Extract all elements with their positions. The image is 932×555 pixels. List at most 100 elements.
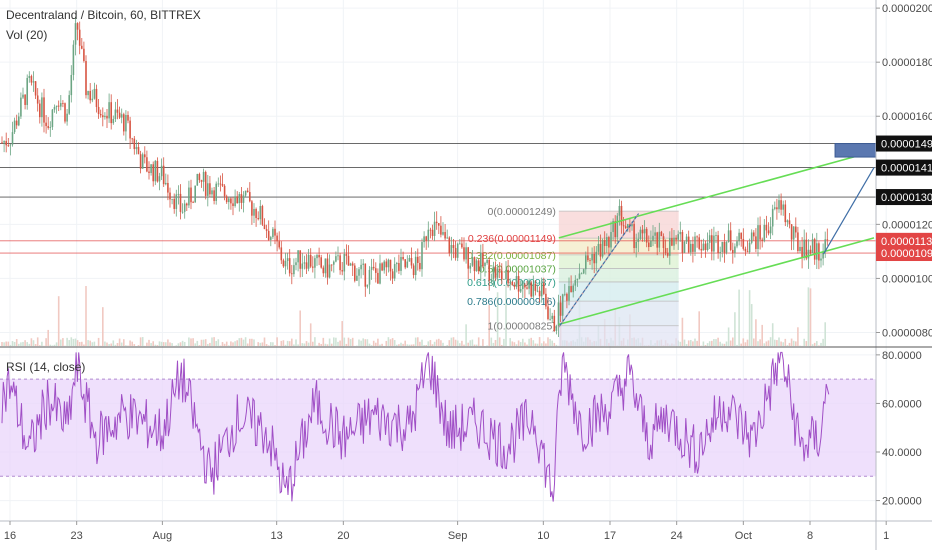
volume-bar: [703, 342, 705, 346]
volume-bar: [709, 341, 711, 346]
candle-body: [505, 270, 507, 279]
volume-bar: [352, 338, 354, 346]
candle-body: [617, 216, 619, 237]
candle-body: [215, 184, 217, 201]
candle-body: [278, 241, 280, 247]
volume-bar: [715, 339, 717, 346]
volume-bar: [272, 342, 274, 346]
volume-bar: [684, 340, 686, 346]
candle-body: [438, 223, 440, 226]
candle-body: [33, 81, 35, 82]
volume-bar: [789, 343, 791, 346]
volume-bar: [159, 341, 161, 346]
time-tick-label: 24: [671, 530, 683, 542]
volume-bar: [491, 338, 493, 346]
candle-body: [673, 238, 675, 246]
volume-bar: [117, 343, 119, 346]
volume-bar: [320, 344, 322, 346]
time-tick-label: 16: [4, 530, 16, 542]
candle-body: [266, 229, 268, 231]
target-box[interactable]: [835, 144, 876, 158]
candle-body: [638, 239, 640, 242]
candle-body: [220, 184, 222, 185]
volume-bar: [257, 342, 259, 346]
volume-bar: [717, 338, 719, 346]
candle-body: [41, 97, 43, 117]
candle-body: [562, 294, 564, 315]
candle-body: [308, 255, 310, 269]
volume-bar: [396, 345, 398, 346]
volume-bar: [302, 343, 304, 346]
candle-body: [736, 241, 738, 246]
volume-bar: [5, 342, 7, 346]
candle-body: [264, 225, 266, 229]
candle-body: [539, 291, 541, 297]
volume-bar: [222, 342, 224, 346]
candle-body: [743, 239, 745, 249]
candle-body: [386, 261, 388, 267]
volume-bar: [146, 343, 148, 346]
candle-body: [64, 103, 66, 121]
candle-body: [367, 285, 369, 287]
candle-body: [331, 265, 333, 266]
candle-body: [129, 121, 131, 139]
candle-body: [125, 115, 127, 131]
volume-bar: [740, 344, 742, 346]
volume-bar: [719, 342, 721, 346]
candle-body: [58, 106, 60, 107]
candle-body: [234, 196, 236, 206]
candle-body: [606, 237, 608, 246]
candle-body: [35, 81, 37, 95]
candle-body: [323, 268, 325, 274]
volume-bar: [199, 345, 201, 346]
candle-body: [732, 250, 734, 253]
candle-body: [440, 226, 442, 235]
candle-body: [648, 243, 650, 248]
candle-body: [803, 240, 805, 258]
volume-bar: [541, 343, 543, 346]
candle-body: [738, 233, 740, 241]
candle-body: [808, 250, 810, 259]
candle-body: [635, 242, 637, 248]
time-tick-label: 23: [71, 530, 83, 542]
fib-level-label: 0.236(0.00001149): [468, 233, 556, 245]
candle-body: [575, 280, 577, 286]
candle-body: [209, 183, 211, 194]
volume-bar: [736, 345, 738, 346]
candle-body: [430, 230, 432, 231]
candle-body: [596, 252, 598, 263]
fibonacci-retracement[interactable]: 0(0.00001249)0.236(0.00001149)0.382(0.00…: [467, 206, 679, 346]
candle-body: [497, 269, 499, 278]
candle-body: [56, 106, 58, 107]
candle-body: [83, 49, 85, 61]
candle-body: [734, 246, 736, 252]
volume-bar: [176, 345, 178, 346]
candle-body: [236, 196, 238, 203]
candle-body: [684, 242, 686, 253]
candle-body: [556, 326, 558, 331]
candle-body: [89, 91, 91, 100]
candle-body: [257, 218, 259, 219]
channel-upper-line[interactable]: [559, 151, 874, 238]
candle-body: [717, 235, 719, 253]
candle-body: [661, 232, 663, 236]
candle-body: [472, 257, 474, 265]
candle-body: [186, 204, 188, 206]
candle-body: [554, 316, 556, 331]
volume-bar: [113, 340, 115, 346]
volume-bar: [776, 340, 778, 346]
candle-body: [106, 116, 108, 119]
symbol-title: Decentraland / Bitcoin, 60, BITTREX: [6, 8, 201, 22]
candle-body: [190, 188, 192, 203]
horizontal-levels[interactable]: [0, 144, 876, 253]
volume-bar: [119, 339, 121, 346]
candle-body: [642, 230, 644, 234]
candle-body: [512, 282, 514, 285]
volume-bar: [102, 307, 104, 346]
candle-body: [255, 209, 257, 218]
candle-body: [709, 235, 711, 243]
volume-bar: [215, 341, 217, 346]
volume-bar: [224, 344, 226, 346]
